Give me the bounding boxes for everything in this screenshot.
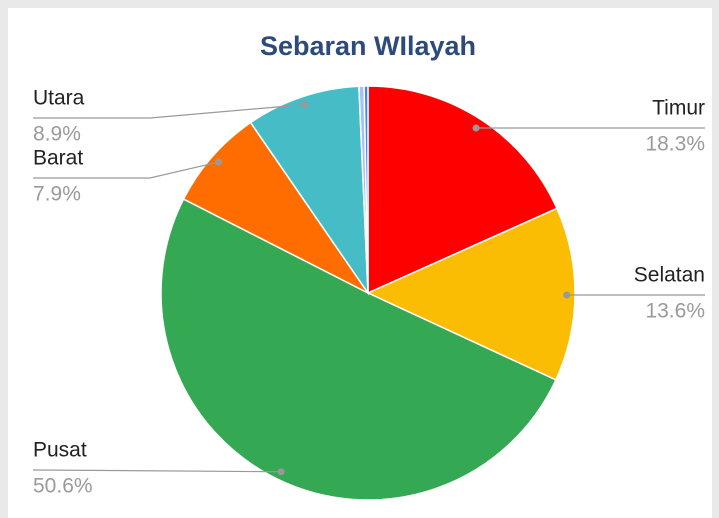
pie-slice xyxy=(160,198,557,501)
value-label: 50.6% xyxy=(33,475,93,498)
legend-label: Selatan xyxy=(634,264,705,287)
pie-slice xyxy=(366,207,576,381)
legend-label: Utara xyxy=(33,87,85,110)
value-label: 13.6% xyxy=(645,300,705,323)
leader-line xyxy=(32,469,282,473)
legend-label: Timur xyxy=(652,97,705,120)
leader-dot xyxy=(563,291,571,299)
pie-slice xyxy=(363,85,369,294)
chart-title: Sebaran WIlayah xyxy=(260,31,476,61)
value-label: 7.9% xyxy=(33,183,81,206)
leader-dot xyxy=(277,468,285,476)
leader-dot xyxy=(301,101,309,109)
legend-label: Barat xyxy=(33,147,83,170)
value-label: 18.3% xyxy=(645,133,705,156)
pie-slice xyxy=(182,121,369,294)
pie-slice xyxy=(367,85,558,295)
leader-line xyxy=(33,103,305,119)
value-label: 8.9% xyxy=(33,123,81,146)
legend-label: Pusat xyxy=(33,439,87,462)
leader-dot xyxy=(215,158,223,166)
pie-slice xyxy=(249,85,369,296)
leader-line xyxy=(33,161,219,179)
leader-dot xyxy=(472,124,480,132)
